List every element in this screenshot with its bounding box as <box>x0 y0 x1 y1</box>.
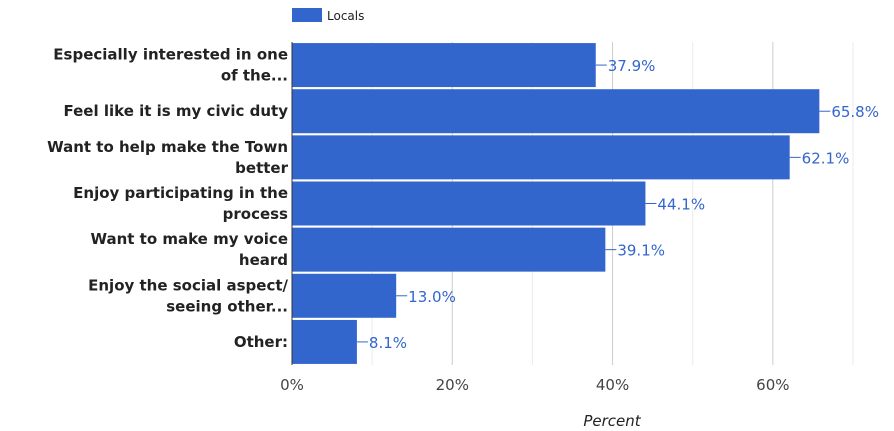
category-label: process <box>223 205 288 223</box>
bar[interactable] <box>292 227 606 272</box>
category-label: Want to help make the Town <box>47 138 288 156</box>
legend-swatch <box>292 8 322 22</box>
bar[interactable] <box>292 181 646 226</box>
category-label: Want to make my voice <box>90 230 288 248</box>
bar[interactable] <box>292 273 397 318</box>
labels: 0% 20% 40% 60% 37.9% Especially interested in… <box>47 46 879 394</box>
category-label: Especially interested in one <box>53 46 288 64</box>
category-label: Feel like it is my civic duty <box>64 102 289 120</box>
data-label: 65.8% <box>831 103 879 121</box>
x-axis-title: Percent <box>583 412 641 430</box>
data-label: 8.1% <box>369 334 407 352</box>
category-label: of the... <box>221 67 288 85</box>
category-label: Enjoy participating in the <box>73 184 288 202</box>
x-tick-label: 0% <box>280 376 304 394</box>
legend-label: Locals <box>327 9 364 23</box>
category-label: better <box>235 159 288 177</box>
legend: Locals <box>292 8 364 23</box>
x-tick-label: 40% <box>596 376 629 394</box>
bar[interactable] <box>292 319 357 364</box>
bar[interactable] <box>292 43 596 88</box>
category-label: seeing other... <box>166 297 288 315</box>
x-tick-label: 60% <box>756 376 789 394</box>
data-label: 44.1% <box>657 196 705 214</box>
data-label: 37.9% <box>608 57 656 75</box>
category-label: Enjoy the social aspect/ <box>88 276 288 294</box>
category-label: Other: <box>234 333 288 351</box>
data-label: 39.1% <box>617 242 665 260</box>
bar[interactable] <box>292 135 790 180</box>
bar[interactable] <box>292 89 820 134</box>
x-tick-label: 20% <box>436 376 469 394</box>
data-label: 62.1% <box>802 149 850 167</box>
category-label: heard <box>239 251 288 269</box>
bars <box>291 42 820 365</box>
data-label: 13.0% <box>408 288 456 306</box>
